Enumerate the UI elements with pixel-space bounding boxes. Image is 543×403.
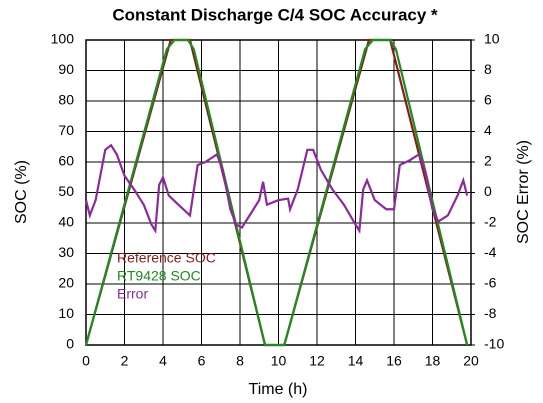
x-tick-label: 10 [271, 353, 287, 369]
x-axis-title: Time (h) [249, 381, 308, 398]
y-tick-label: 0 [66, 336, 74, 352]
y2-tick-label: 2 [484, 153, 492, 169]
y-axis-title: SOC (%) [13, 160, 30, 224]
y2-tick-label: -4 [484, 244, 497, 260]
series-line [84, 38, 469, 347]
y2-tick-label: 0 [484, 183, 492, 199]
y2-tick-label: 4 [484, 122, 492, 138]
y-tick-label: 20 [58, 275, 74, 291]
x-tick-label: 16 [386, 353, 402, 369]
legend-entry: Error [117, 286, 148, 302]
chart-title: Constant Discharge C/4 SOC Accuracy * [112, 5, 438, 24]
y2-tick-label: 10 [484, 31, 500, 47]
y-tick-label: 30 [58, 244, 74, 260]
x-tick-label: 8 [236, 353, 244, 369]
y-tick-label: 90 [58, 61, 74, 77]
x-tick-label: 14 [348, 353, 364, 369]
x-tick-label: 4 [159, 353, 167, 369]
x-tick-label: 6 [198, 353, 206, 369]
y2-tick-label: -8 [484, 305, 497, 321]
legend-entry: RT9428 SOC [117, 268, 201, 284]
legend-entry: Reference SOC [117, 250, 216, 266]
y-tick-label: 50 [58, 183, 74, 199]
x-tick-label: 2 [121, 353, 129, 369]
y2-axis-title: SOC Error (%) [515, 140, 532, 244]
y-tick-label: 70 [58, 122, 74, 138]
y-tick-label: 80 [58, 92, 74, 108]
y-tick-label: 40 [58, 214, 74, 230]
x-tick-label: 0 [82, 353, 90, 369]
y2-tick-label: 6 [484, 92, 492, 108]
y-tick-label: 10 [58, 305, 74, 321]
y2-tick-label: -10 [484, 336, 504, 352]
x-tick-label: 18 [425, 353, 441, 369]
y-tick-label: 100 [51, 31, 75, 47]
series-line [84, 143, 469, 234]
y2-tick-label: -6 [484, 275, 497, 291]
y2-tick-label: 8 [484, 61, 492, 77]
y2-tick-label: -2 [484, 214, 497, 230]
y-tick-label: 60 [58, 153, 74, 169]
x-tick-label: 12 [309, 353, 325, 369]
x-tick-label: 20 [463, 353, 479, 369]
